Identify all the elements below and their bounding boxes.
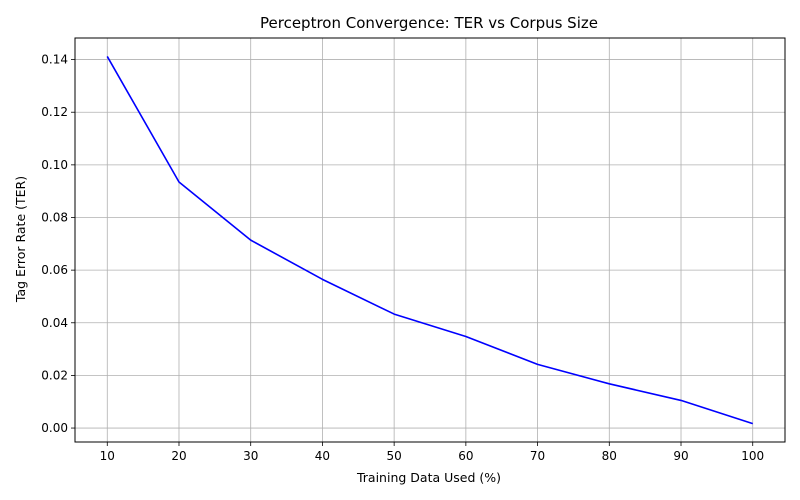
x-tick-label: 10 [100, 449, 115, 463]
chart-title: Perceptron Convergence: TER vs Corpus Si… [260, 14, 598, 32]
x-tick-label: 70 [530, 449, 545, 463]
x-axis-label: Training Data Used (%) [356, 470, 501, 485]
x-tick-label: 40 [315, 449, 330, 463]
x-tick-label: 50 [387, 449, 402, 463]
plot-frame [74, 37, 786, 443]
y-tick-label: 0.06 [41, 263, 68, 277]
y-tick-label: 0.12 [41, 105, 68, 119]
ticks: 10 20 30 40 50 60 70 80 90 100 0.00 0.02 0.04 0.06 0.0… [41, 53, 764, 463]
y-tick-label: 0.08 [41, 210, 68, 224]
y-tick-label: 0.02 [41, 368, 68, 382]
x-tick-label: 100 [741, 449, 764, 463]
x-tick-label: 90 [673, 449, 688, 463]
x-tick-label: 60 [458, 449, 473, 463]
x-tick-label: 20 [171, 449, 186, 463]
x-tick-label: 30 [243, 449, 258, 463]
y-axis-label: Tag Error Rate (TER) [13, 176, 28, 303]
series-layer [106, 56, 753, 425]
series-line-0 [106, 56, 753, 425]
y-tick-label: 0.04 [41, 316, 68, 330]
y-tick-label: 0.14 [41, 53, 68, 67]
x-tick-label: 80 [602, 449, 617, 463]
grid [75, 38, 785, 442]
y-tick-label: 0.00 [41, 421, 68, 435]
y-tick-label: 0.10 [41, 158, 68, 172]
